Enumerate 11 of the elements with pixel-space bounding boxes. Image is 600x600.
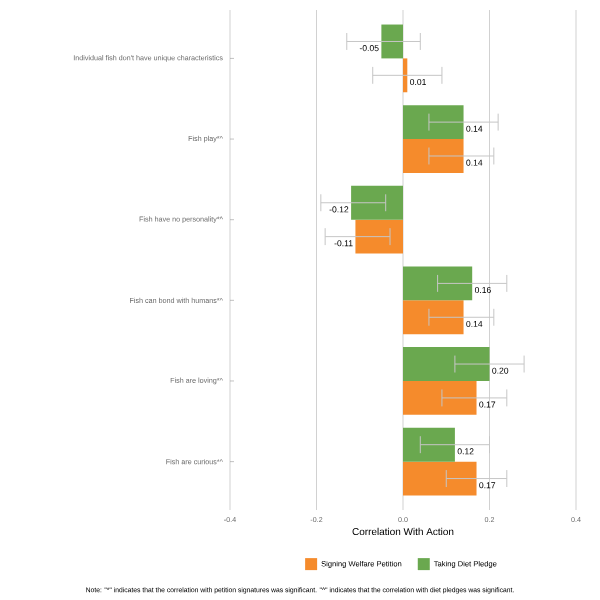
bar bbox=[381, 24, 403, 59]
bar bbox=[403, 427, 455, 462]
bar bbox=[403, 300, 464, 335]
bar bbox=[403, 105, 464, 140]
bar bbox=[403, 347, 490, 381]
bar bbox=[355, 219, 403, 254]
bar bbox=[403, 266, 473, 301]
bar bbox=[403, 139, 464, 173]
bar bbox=[403, 461, 477, 496]
bar bbox=[403, 380, 477, 415]
bar bbox=[351, 185, 403, 220]
